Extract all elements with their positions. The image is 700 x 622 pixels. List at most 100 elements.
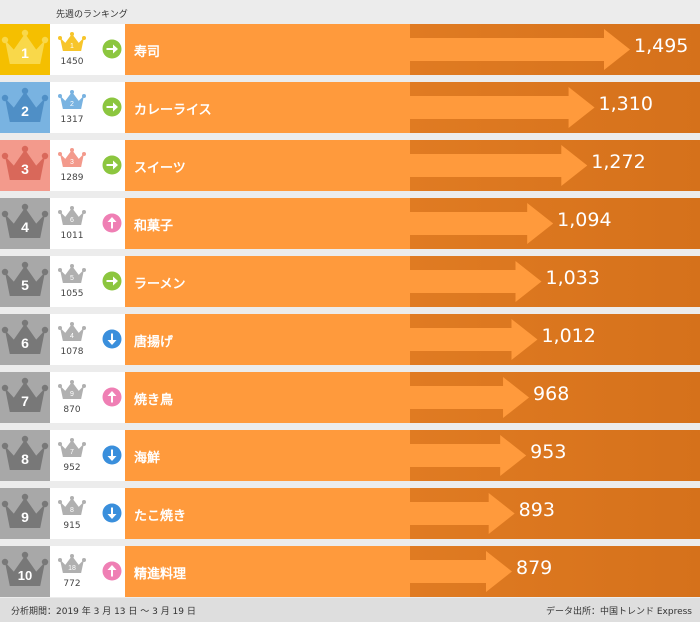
value-bar <box>125 377 530 418</box>
previous-week-cell: 1 1450 <box>50 24 125 75</box>
previous-week-cell: 8 915 <box>50 488 125 539</box>
value-bar <box>125 493 515 534</box>
rank-badge: 2 <box>0 82 50 133</box>
value-bar <box>125 261 542 302</box>
item-value-label: 968 <box>533 383 570 405</box>
previous-week-cell: 18 772 <box>50 546 125 597</box>
previous-week-cell: 4 1078 <box>50 314 125 365</box>
rank-crown-icon: 6 <box>1 319 49 354</box>
item-value-label: 1,495 <box>634 35 689 57</box>
bar-track: 海鮮 953 <box>125 430 700 481</box>
item-name: スイーツ <box>134 161 186 176</box>
ranking-row: 9 8 915 たこ焼き 893 <box>0 488 700 539</box>
previous-rank-number: 4 <box>70 333 74 340</box>
bar-track: 和菓子 1,094 <box>125 198 700 249</box>
rank-badge: 4 <box>0 198 50 249</box>
value-bar <box>125 145 588 186</box>
bar-track: 焼き鳥 968 <box>125 372 700 423</box>
bar-track: たこ焼き 893 <box>125 488 700 539</box>
previous-score: 772 <box>63 579 81 589</box>
ranking-row: 3 3 1289 スイーツ 1,272 <box>0 140 700 191</box>
bar-track: 寿司 1,495 <box>125 24 700 75</box>
value-arrow <box>125 29 630 70</box>
bar-track: ラーメン 1,033 <box>125 256 700 307</box>
rank-badge: 6 <box>0 314 50 365</box>
value-arrow <box>125 261 542 302</box>
item-name: カレーライス <box>134 103 212 118</box>
previous-score: 1450 <box>60 57 84 67</box>
previous-rank-crown-icon: 8 <box>58 496 86 515</box>
data-source: データ出所：中国トレンド Express <box>545 607 692 617</box>
previous-rank-crown-icon: 7 <box>58 438 86 457</box>
item-name: ラーメン <box>134 277 186 292</box>
previous-rank-crown-icon: 9 <box>58 380 86 399</box>
item-name: たこ焼き <box>134 509 187 524</box>
previous-rank-number: 7 <box>70 449 74 456</box>
rank-number: 2 <box>21 103 29 119</box>
value-arrow <box>125 435 527 476</box>
ranking-row: 1 1 1450 寿司 1,495 <box>0 24 700 75</box>
rank-badge: 5 <box>0 256 50 307</box>
trend-down-arrow-icon <box>102 445 122 465</box>
ranking-chart: 1 1 1450 寿司 1,495 2 2 1317 カレーライス 1,310 3 3 1289 スイーツ… <box>0 24 700 604</box>
previous-rank-crown-icon: 2 <box>58 90 86 109</box>
rank-crown-icon: 9 <box>1 493 49 528</box>
previous-rank-number: 1 <box>70 43 74 50</box>
value-arrow <box>125 203 554 244</box>
value-arrow <box>125 493 515 534</box>
rank-badge: 1 <box>0 24 50 75</box>
rank-crown-icon: 8 <box>1 435 49 470</box>
ranking-row: 2 2 1317 カレーライス 1,310 <box>0 82 700 133</box>
previous-score: 952 <box>63 463 81 473</box>
previous-rank-number: 6 <box>70 217 74 224</box>
footer: 分析期間：2019 年 3 月 13 日 ～ 3 月 19 日 データ出所：中国… <box>0 598 700 622</box>
ranking-row: 7 9 870 焼き鳥 968 <box>0 372 700 423</box>
item-value-label: 1,310 <box>598 93 653 115</box>
rank-crown-icon: 5 <box>1 261 49 296</box>
item-value-label: 1,272 <box>591 151 646 173</box>
previous-rank-number: 3 <box>70 159 74 166</box>
value-arrow <box>125 377 530 418</box>
ranking-row: 6 4 1078 唐揚げ 1,012 <box>0 314 700 365</box>
value-bar <box>125 551 512 592</box>
previous-score: 1289 <box>60 173 84 183</box>
rank-crown-icon: 3 <box>1 145 49 180</box>
item-value-label: 1,012 <box>541 325 596 347</box>
trend-right-arrow-icon <box>102 271 122 291</box>
trend-down-arrow-icon <box>102 329 122 349</box>
item-value-label: 1,094 <box>557 209 612 231</box>
rank-crown-icon: 7 <box>1 377 49 412</box>
rank-badge: 8 <box>0 430 50 481</box>
analysis-period: 分析期間：2019 年 3 月 13 日 ～ 3 月 19 日 <box>11 607 196 617</box>
bar-track: スイーツ 1,272 <box>125 140 700 191</box>
item-value-label: 1,033 <box>545 267 600 289</box>
rank-badge: 9 <box>0 488 50 539</box>
rank-crown-icon: 1 <box>1 29 49 64</box>
value-bar <box>125 29 630 70</box>
bar-track: 精進料理 879 <box>125 546 700 597</box>
item-name: 海鮮 <box>134 451 161 466</box>
ranking-row: 4 6 1011 和菓子 1,094 <box>0 198 700 249</box>
previous-week-ranking-label: 先週のランキング <box>56 10 128 20</box>
previous-score: 1317 <box>60 115 84 125</box>
rank-number: 3 <box>21 161 29 177</box>
previous-rank-crown-icon: 6 <box>58 206 86 225</box>
bar-track: カレーライス 1,310 <box>125 82 700 133</box>
value-arrow <box>125 145 588 186</box>
rank-number: 1 <box>21 45 29 61</box>
trend-up-arrow-icon <box>102 561 122 581</box>
item-value-label: 953 <box>530 441 567 463</box>
value-bar <box>125 203 554 244</box>
previous-score: 1078 <box>60 347 84 357</box>
rank-badge: 7 <box>0 372 50 423</box>
item-name: 焼き鳥 <box>134 393 174 408</box>
previous-rank-number: 18 <box>68 565 76 572</box>
previous-rank-crown-icon: 4 <box>58 322 86 341</box>
previous-week-cell: 3 1289 <box>50 140 125 191</box>
previous-week-cell: 2 1317 <box>50 82 125 133</box>
ranking-row: 5 5 1055 ラーメン 1,033 <box>0 256 700 307</box>
item-name: 寿司 <box>134 45 161 60</box>
rank-number: 9 <box>21 509 29 525</box>
rank-badge: 10 <box>0 546 50 597</box>
previous-score: 1055 <box>60 289 84 299</box>
